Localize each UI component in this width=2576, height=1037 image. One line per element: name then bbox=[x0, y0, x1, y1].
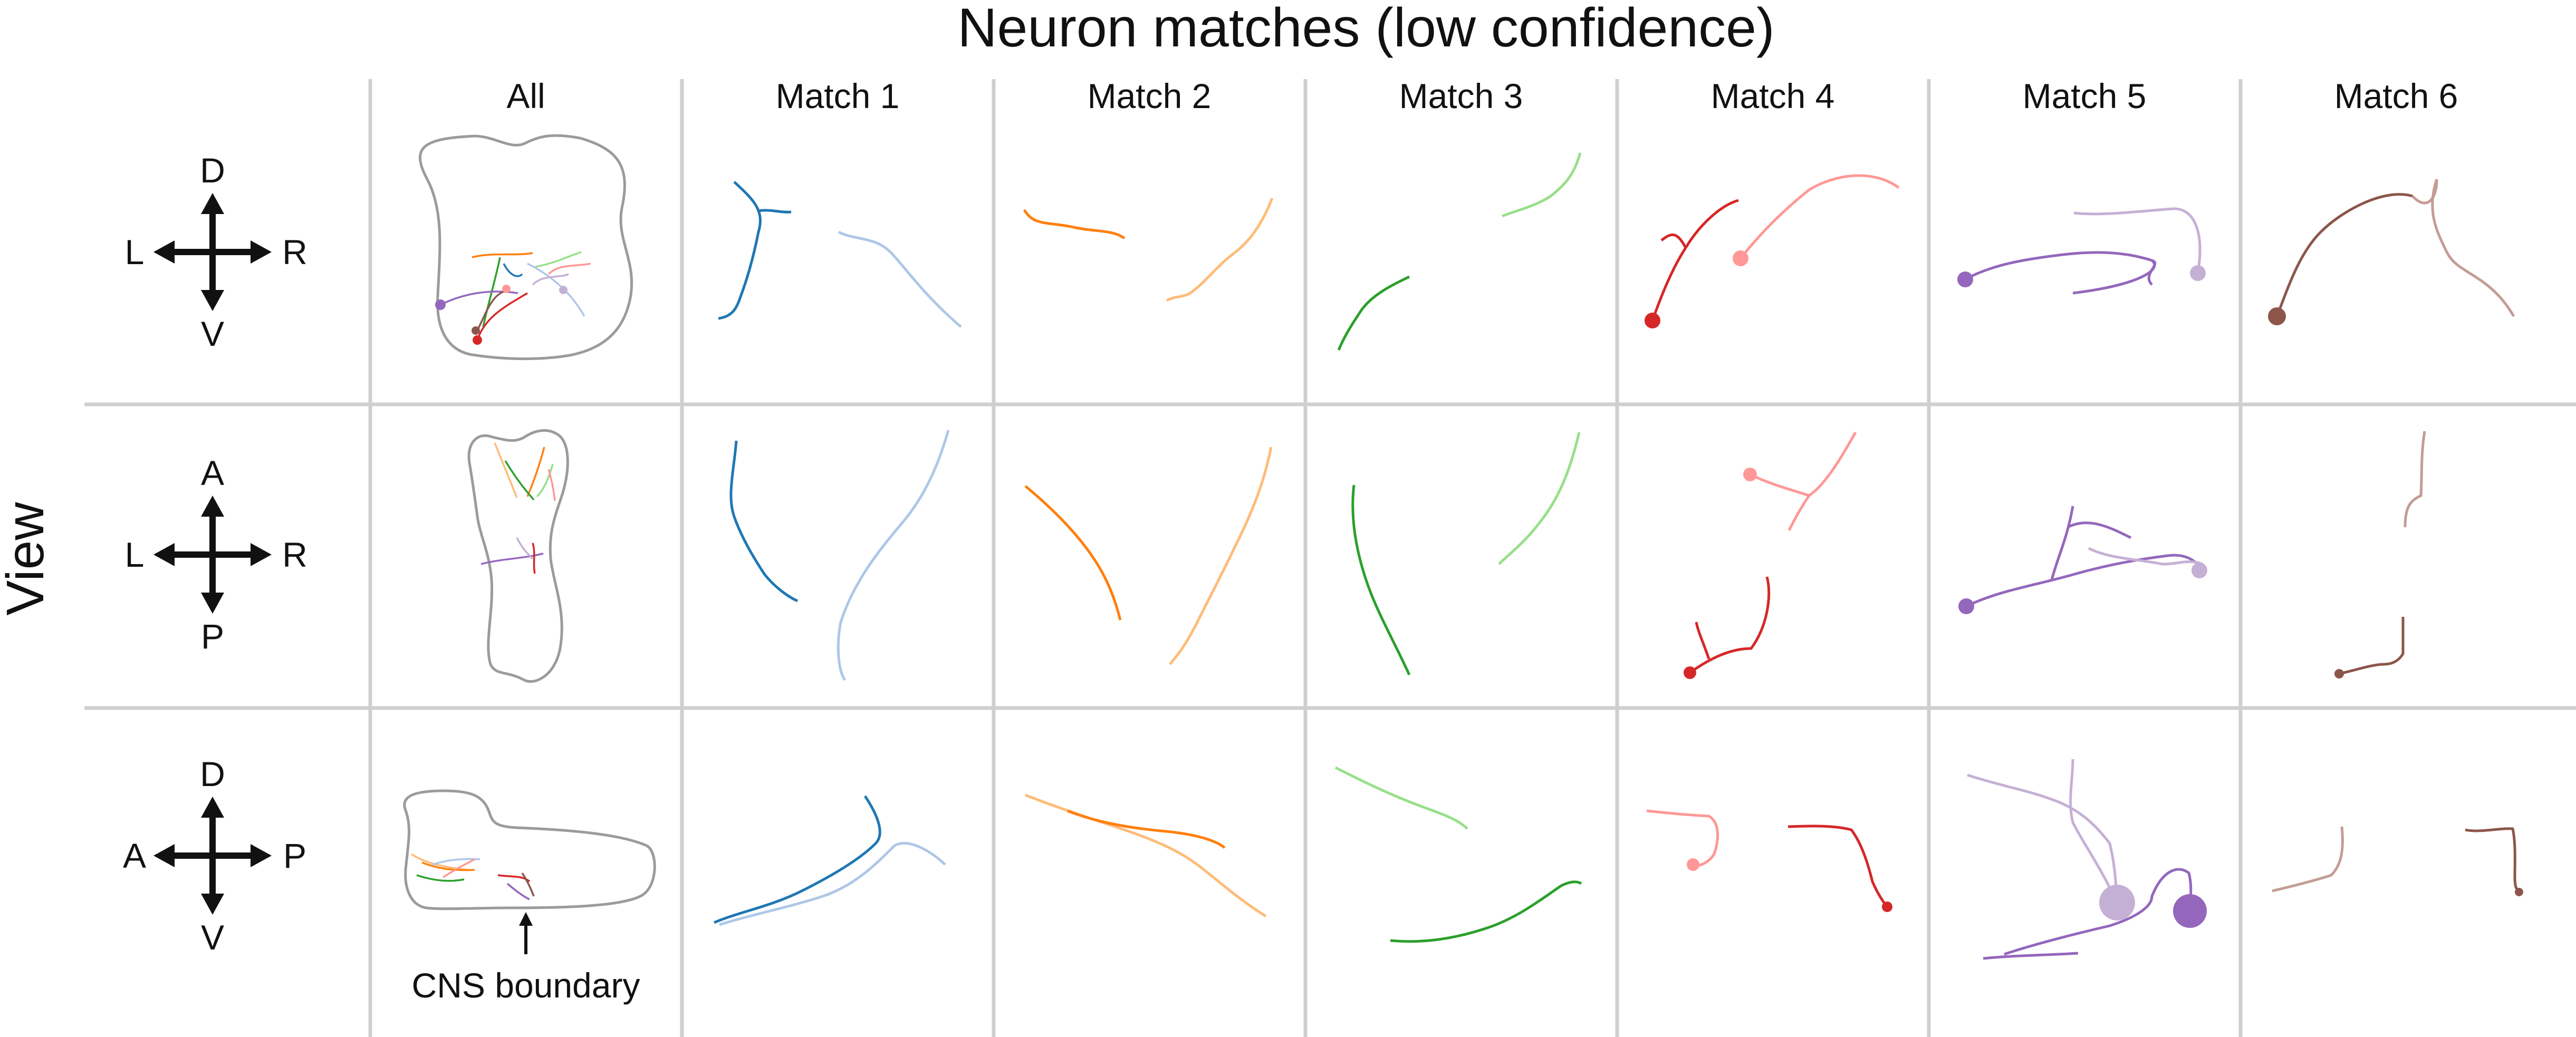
orientation-compass-ventral-view: A P L R bbox=[125, 453, 307, 656]
match-2-traces-dorsal bbox=[1023, 198, 1274, 302]
cns-boundary-outline-ventral bbox=[467, 429, 569, 683]
compass-label-up: A bbox=[201, 453, 224, 492]
match-1-traces-lateral bbox=[714, 795, 946, 926]
match-5-traces-ventral bbox=[1958, 506, 2207, 614]
column-headers: All Match 1 Match 2 Match 3 Match 4 Matc… bbox=[506, 76, 2458, 115]
orientation-compass-lateral-view: D V A P bbox=[123, 754, 306, 957]
column-header-match-1: Match 1 bbox=[776, 76, 900, 115]
compass-label-right: R bbox=[282, 535, 307, 574]
compass-label-right: R bbox=[282, 232, 307, 272]
cns-boundary-annotation: CNS boundary bbox=[412, 912, 640, 1005]
cns-boundary-label: CNS boundary bbox=[412, 966, 640, 1005]
column-header-all: All bbox=[506, 76, 545, 115]
match-4-traces-ventral bbox=[1684, 431, 1857, 679]
match-3-traces-dorsal bbox=[1337, 152, 1582, 351]
column-header-match-2: Match 2 bbox=[1088, 76, 1212, 115]
row-axis-label: View bbox=[0, 502, 55, 616]
match-3-traces-lateral bbox=[1334, 766, 1582, 943]
orientation-compass-dorsal-view: D V L R bbox=[125, 151, 307, 353]
match-5-traces-dorsal bbox=[1957, 207, 2206, 295]
match-4-traces-lateral bbox=[1646, 809, 1892, 912]
match-2-traces-lateral bbox=[1025, 793, 1267, 918]
match-1-traces-dorsal bbox=[718, 181, 962, 328]
column-header-match-3: Match 3 bbox=[1399, 76, 1523, 115]
compass-label-down: P bbox=[201, 617, 224, 656]
overlay-traces-lateral bbox=[411, 853, 535, 900]
compass-label-left: L bbox=[125, 535, 145, 574]
cns-boundary-outline-dorsal bbox=[418, 134, 633, 361]
match-1-traces-ventral bbox=[729, 430, 950, 681]
overlay-traces-dorsal bbox=[435, 251, 591, 345]
column-header-match-6: Match 6 bbox=[2334, 76, 2458, 115]
cns-boundary-outline-lateral bbox=[403, 789, 656, 910]
compass-label-up: D bbox=[200, 151, 225, 190]
grid-lines bbox=[84, 79, 2576, 1037]
match-6-traces-lateral bbox=[2272, 826, 2523, 896]
compass-label-down: V bbox=[201, 314, 224, 353]
figure-title: Neuron matches (low confidence) bbox=[957, 0, 1774, 59]
compass-label-left: L bbox=[125, 232, 145, 272]
column-header-match-5: Match 5 bbox=[2023, 76, 2147, 115]
match-6-traces-ventral bbox=[2334, 431, 2426, 679]
match-2-traces-ventral bbox=[1024, 447, 1273, 665]
overlay-traces-ventral bbox=[480, 442, 556, 574]
match-6-traces-dorsal bbox=[2268, 179, 2515, 325]
compass-label-right: P bbox=[283, 836, 306, 875]
compass-label-down: V bbox=[201, 918, 224, 957]
compass-label-left: A bbox=[123, 836, 146, 875]
match-3-traces-ventral bbox=[1351, 432, 1581, 676]
compass-label-up: D bbox=[200, 754, 225, 793]
match-5-traces-lateral bbox=[1967, 759, 2207, 960]
column-header-match-4: Match 4 bbox=[1711, 76, 1835, 115]
match-4-traces-dorsal bbox=[1645, 174, 1900, 328]
